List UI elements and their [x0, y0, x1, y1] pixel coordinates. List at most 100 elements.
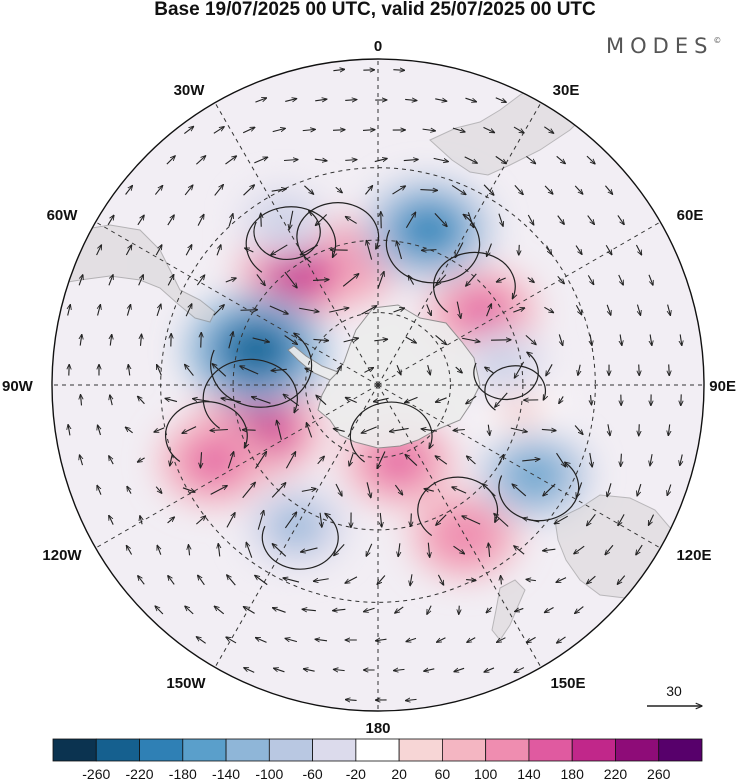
- streamline-pos-5: [165, 401, 248, 463]
- anomaly-core-pos-2: [277, 255, 321, 290]
- wind-arrow: [437, 637, 446, 643]
- colorbar-bin: [615, 738, 660, 762]
- streamline-neg-3: [473, 352, 539, 400]
- wind-arrow: [364, 368, 373, 373]
- wind-arrow: [466, 395, 477, 404]
- wind-arrow: [513, 126, 524, 133]
- wind-arrow: [313, 579, 329, 582]
- colorbar-bin: [139, 738, 184, 762]
- wind-arrow: [154, 185, 162, 195]
- wind-arrow: [557, 215, 565, 225]
- wind-arrow: [188, 545, 189, 556]
- wind-arrow: [184, 185, 193, 196]
- wind-arrow: [184, 126, 193, 134]
- wind-arrow: [213, 127, 224, 134]
- wind-arrow: [466, 580, 476, 581]
- wind-arrow: [543, 549, 556, 551]
- wind-arrow: [157, 545, 161, 555]
- wind-arrow: [512, 484, 527, 497]
- wind-arrow: [466, 273, 477, 286]
- wind-arrow: [618, 274, 624, 285]
- wind-arrow: [637, 483, 642, 496]
- wind-arrow: [526, 636, 536, 642]
- wind-arrow: [315, 214, 328, 225]
- wind-arrow: [424, 489, 434, 491]
- wind-arrow: [411, 513, 412, 526]
- streamline-neg-2: [210, 333, 313, 408]
- wind-arrow: [587, 215, 595, 225]
- wind-arrow: [285, 99, 297, 102]
- wind-arrow: [605, 244, 612, 254]
- wind-arrow: [435, 99, 447, 101]
- wind-arrow: [240, 310, 258, 311]
- wind-arrow: [680, 454, 682, 465]
- wind-arrow: [606, 304, 611, 315]
- wind-arrow: [522, 459, 540, 461]
- wind-arrow: [436, 274, 447, 286]
- wind-arrow: [214, 185, 224, 196]
- colorbar-label: -140: [212, 766, 240, 782]
- wind-arrow: [636, 544, 643, 555]
- streamline-neg-6: [253, 211, 321, 260]
- wind-arrow: [329, 308, 349, 313]
- wind-arrow: [437, 574, 443, 585]
- colorbar-label: -220: [126, 766, 154, 782]
- wind-arrow: [574, 425, 583, 435]
- wind-arrow: [541, 429, 556, 430]
- wind-arrow: [272, 608, 286, 613]
- wind-arrow: [501, 576, 502, 585]
- wind-arrow: [201, 332, 202, 348]
- wind-arrow: [128, 365, 129, 376]
- wind-arrow: [639, 364, 640, 375]
- wind-arrow: [486, 606, 493, 613]
- wind-arrow: [301, 547, 318, 552]
- wind-arrow: [254, 157, 267, 164]
- wind-arrow: [452, 487, 467, 494]
- wind-arrow: [79, 455, 82, 466]
- wind-arrow: [271, 244, 288, 255]
- wind-arrow: [345, 217, 357, 224]
- wind-arrow: [303, 669, 315, 671]
- colorbar-label: 260: [647, 766, 671, 782]
- label-30w: 30W: [174, 82, 206, 99]
- streamline-pos-7: [417, 476, 498, 537]
- wind-arrow: [301, 489, 316, 492]
- wind-arrow: [271, 369, 287, 370]
- wind-arrow: [462, 337, 480, 342]
- wind-arrow: [544, 306, 553, 312]
- wind-arrow: [154, 427, 165, 432]
- wind-arrow: [488, 424, 489, 436]
- wind-arrow: [403, 159, 418, 160]
- colorbar-bin: [268, 738, 314, 762]
- streamline-pos-4: [202, 358, 297, 429]
- streamlines: [165, 202, 580, 570]
- reference-vector-label: 30: [666, 683, 682, 699]
- wind-arrow: [345, 160, 356, 161]
- wind-arrow: [361, 306, 376, 315]
- wind-arrow: [668, 424, 669, 435]
- wind-arrow: [345, 576, 358, 583]
- wind-arrow: [590, 334, 592, 346]
- wind-arrow: [587, 513, 596, 525]
- wind-arrow: [252, 337, 270, 342]
- colorbar-label: -20: [346, 766, 366, 782]
- wind-arrow: [394, 484, 402, 495]
- wind-arrow: [591, 394, 592, 405]
- wind-arrow: [137, 457, 145, 462]
- wind-arrow: [193, 399, 210, 402]
- wind-arrow: [125, 427, 133, 434]
- wind-arrow: [635, 244, 641, 255]
- wind-arrow: [313, 339, 328, 340]
- wind-arrow: [421, 429, 437, 431]
- wind-arrow: [667, 484, 672, 496]
- wind-arrow: [195, 156, 205, 165]
- wind-arrow: [78, 275, 83, 286]
- map-title: Base 19/07/2025 00 UTC, valid 25/07/2025…: [154, 0, 596, 20]
- wind-arrow: [496, 277, 506, 282]
- wind-arrow: [587, 275, 593, 284]
- wind-arrow: [467, 456, 476, 465]
- wind-arrow: [650, 454, 652, 466]
- wind-arrow: [428, 542, 429, 558]
- wind-arrow: [405, 336, 417, 343]
- wind-arrow: [315, 639, 328, 641]
